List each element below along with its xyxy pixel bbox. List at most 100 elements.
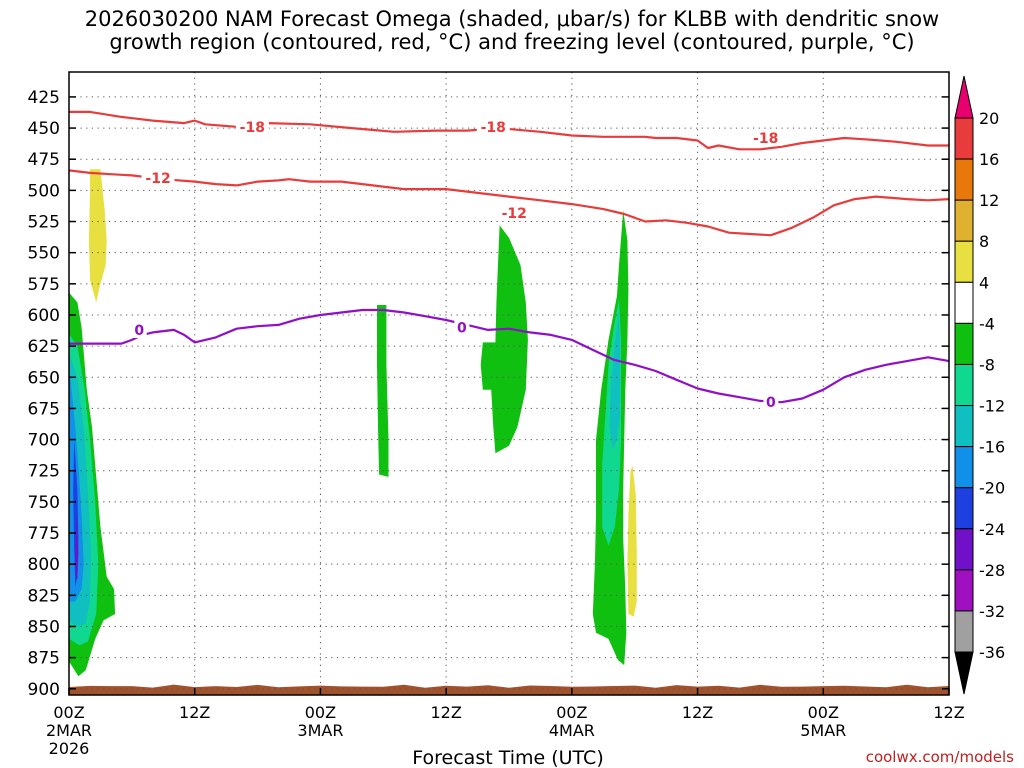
contour-label-0-1: 0 <box>457 320 467 336</box>
y-tick-label-600: 600 <box>28 306 60 326</box>
contour-line-0 <box>69 308 950 404</box>
y-tick-label-475: 475 <box>28 150 60 170</box>
colorbar-box-4 <box>954 240 974 283</box>
colorbar-top-arrow <box>954 75 974 119</box>
contour-label--18-2: -18 <box>753 131 778 147</box>
colorbar-label-6: -8 <box>979 355 995 374</box>
colorbar-box-9 <box>954 446 974 489</box>
colorbar-box-12 <box>954 569 974 612</box>
contours: -18 -18 -18 -12 -12 0 0 0 <box>68 110 950 411</box>
x-tick-label-48-2: 4MAR <box>549 721 595 740</box>
omega-region-minus4-green-mid <box>480 225 528 454</box>
y-tick-label-550: 550 <box>28 244 60 264</box>
colorbar-label-2: 12 <box>979 191 999 210</box>
contour-label-bg--18-2 <box>749 130 783 147</box>
x-tick-label-24-1: 00Z <box>305 703 336 722</box>
colorbar-box-3 <box>954 199 974 242</box>
x-tick-label-0-2: 2MAR <box>46 721 92 740</box>
gridlines <box>69 72 949 695</box>
colorbar-box-13 <box>954 610 974 653</box>
x-tick-label-0-1: 00Z <box>53 703 84 722</box>
contour-label-bg--12-0 <box>141 169 175 186</box>
colorbar: 20 16 12 8 4 -4 -8 -12 -16 -20 -24 -28 -32 -36 <box>954 75 1005 695</box>
contour-label-0-0: 0 <box>134 323 144 339</box>
y-tick-label-850: 850 <box>28 617 60 637</box>
chart-title-line1: 2026030200 NAM Forecast Omega (shaded, μ… <box>84 7 940 31</box>
contour-label-0-2: 0 <box>766 395 776 411</box>
terrain-surface <box>69 684 949 695</box>
y-tick-label-425: 425 <box>28 88 60 108</box>
omega-region-minus4-green-strip <box>377 305 389 477</box>
colorbar-label-9: -20 <box>979 479 1005 498</box>
terrain-layer <box>69 684 949 695</box>
colorbar-box-8 <box>954 405 974 448</box>
plot-frame-rect <box>68 71 950 696</box>
colorbar-label-11: -28 <box>979 561 1005 580</box>
y-tick-label-575: 575 <box>28 275 60 295</box>
x-tick-label-24-2: 3MAR <box>297 721 343 740</box>
y-tick-label-625: 625 <box>28 337 60 357</box>
colorbar-label-8: -16 <box>979 438 1005 457</box>
x-tick-label-72-2: 5MAR <box>800 721 846 740</box>
colorbar-box-5 <box>954 281 974 324</box>
omega-region-plus4-yellow-2 <box>627 465 637 617</box>
y-tick-label-500: 500 <box>28 181 60 201</box>
contour-label--18-1: -18 <box>481 120 506 136</box>
y-tick-label-750: 750 <box>28 493 60 513</box>
colorbar-box-7 <box>954 363 974 407</box>
omega-region-plus4-yellow-1 <box>88 169 107 303</box>
contour-label-bg-0-2 <box>763 394 779 411</box>
colorbar-label-7: -12 <box>979 397 1005 416</box>
colorbar-box-10 <box>954 487 974 530</box>
y-tick-label-825: 825 <box>28 586 60 606</box>
x-tick-label-0-3: 2026 <box>49 739 90 758</box>
y-tick-label-800: 800 <box>28 555 60 575</box>
chart-title: 2026030200 NAM Forecast Omega (shaded, μ… <box>0 8 1024 54</box>
x-tick-label-72-1: 00Z <box>808 703 839 722</box>
x-tick-label-36-1: 12Z <box>430 703 461 722</box>
contour-label--12-0: -12 <box>145 171 170 187</box>
y-tick-label-450: 450 <box>28 119 60 139</box>
colorbar-box-6 <box>954 322 974 365</box>
y-tick-label-675: 675 <box>28 399 60 419</box>
y-tick-label-650: 650 <box>28 368 60 388</box>
contour-label-bg-0-0 <box>131 321 147 338</box>
colorbar-box-2 <box>954 158 974 201</box>
colorbar-bottom-arrow <box>954 651 974 695</box>
contour-label-bg--18-0 <box>235 118 269 135</box>
omega-shading <box>69 169 637 677</box>
plot-frame <box>68 71 950 696</box>
colorbar-label-0: 20 <box>979 109 999 128</box>
y-tick-label-900: 900 <box>28 680 60 700</box>
contour-line--18 <box>69 110 949 151</box>
contour-label-bg--18-1 <box>476 118 510 135</box>
x-tick-label-12-1: 12Z <box>179 703 210 722</box>
contour-label-bg--12-1 <box>497 204 531 221</box>
contour-label-bg-0-1 <box>454 319 470 336</box>
y-axis: 425 450 475 500 525 550 575 600 625 650 675 700 725 7… <box>28 88 949 700</box>
chart-title-line2: growth region (contoured, red, °C) and f… <box>109 30 915 54</box>
omega-region-minus24-purple-left <box>75 514 79 580</box>
colorbar-label-3: 8 <box>979 232 989 251</box>
x-tick-label-84-1: 12Z <box>933 703 964 722</box>
y-tick-label-725: 725 <box>28 462 60 482</box>
credit-link[interactable]: coolwx.com/models <box>866 748 1014 766</box>
colorbar-label-13: -36 <box>979 643 1005 662</box>
contour-label--12-1: -12 <box>502 206 527 222</box>
contour-line--12 <box>68 169 950 237</box>
colorbar-label-12: -32 <box>979 602 1005 621</box>
x-tick-label-60-1: 12Z <box>682 703 713 722</box>
colorbar-label-1: 16 <box>979 150 999 169</box>
y-tick-label-525: 525 <box>28 213 60 233</box>
colorbar-box-1 <box>954 117 974 160</box>
colorbar-box-11 <box>954 528 974 571</box>
omega-region-minus12-cyan-right <box>609 312 620 450</box>
colorbar-label-4: 4 <box>979 273 989 292</box>
y-tick-label-700: 700 <box>28 431 60 451</box>
contour-label--18-0: -18 <box>240 120 265 136</box>
y-tick-label-775: 775 <box>28 524 60 544</box>
x-axis-label: Forecast Time (UTC) <box>412 747 603 768</box>
x-tick-label-48-1: 00Z <box>556 703 587 722</box>
